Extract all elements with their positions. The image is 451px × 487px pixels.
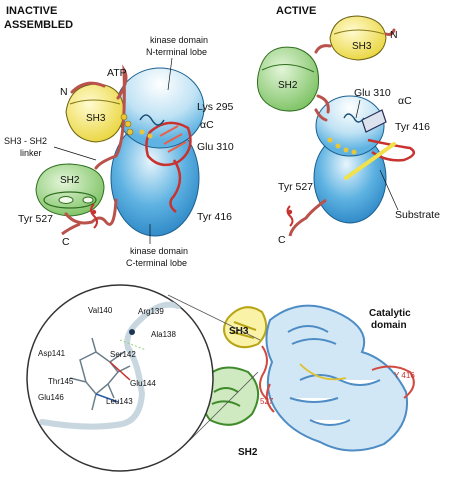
inactive-activation-loop [169, 159, 182, 213]
inactive-sh2-label: SH2 [60, 175, 80, 186]
inactive-tyr527-label: Tyr 527 [18, 213, 53, 225]
crystal-structure: SH3 SH2 Catalytic domain Y 416 527 Val14… [26, 284, 415, 472]
linker-label-2: linker [20, 148, 42, 158]
linker-label-1: SH3 - SH2 [4, 136, 47, 146]
active-alpha-c-helix [327, 109, 387, 155]
lys295-label: Lys 295 [197, 101, 234, 113]
inactive-sh3-label: SH3 [86, 113, 106, 124]
sh2-ribbon [200, 366, 259, 426]
structure-catalytic-label-2: domain [371, 320, 407, 331]
structure-y416-label: Y 416 [394, 371, 415, 380]
linker-backbone-ribbon [39, 301, 181, 430]
inactive-n-term: N [60, 86, 68, 98]
inactive-glu310-label: Glu 310 [197, 141, 234, 153]
structure-sh3-label: SH3 [229, 326, 249, 337]
active-linker-chain [314, 28, 396, 122]
inactive-c-term: C [62, 236, 70, 248]
res-ala138: Ala138 [151, 330, 176, 339]
res-asp141: Asp141 [38, 349, 66, 358]
n-lobe-leader [167, 57, 173, 91]
assembled-title: ASSEMBLED [4, 19, 73, 31]
active-c-tail [288, 198, 327, 237]
active-sh3-label: SH3 [352, 41, 372, 52]
res-ser142: Ser142 [110, 350, 136, 359]
res-glu146: Glu146 [38, 393, 64, 402]
structure-527-label: 527 [260, 397, 274, 406]
substrate-label: Substrate [395, 209, 440, 221]
active-panel: ACTIVE SH3 SH2 [256, 5, 440, 246]
atp-label: ATP [107, 67, 127, 79]
active-tyr527-marker [286, 205, 294, 227]
inactive-linker-chain [64, 64, 128, 226]
c-lobe-label-1: kinase domain [130, 246, 188, 256]
res-val140: Val140 [88, 306, 113, 315]
n-lobe-label-1: kinase domain [150, 35, 208, 45]
inactive-c-tail [61, 222, 81, 236]
atp-molecule [120, 113, 134, 136]
active-sh2-label: SH2 [278, 80, 298, 91]
substrate-peptide [344, 142, 396, 180]
linker-atoms [69, 337, 131, 411]
inactive-sh2-domain: SH2 [35, 163, 105, 217]
linker-leader [53, 146, 97, 161]
res-arg139: Arg139 [138, 307, 164, 316]
active-c-term: C [278, 234, 286, 246]
active-n-term: N [390, 29, 398, 41]
inactive-panel: INACTIVE ASSEMBLED SH3 SH2 [4, 5, 234, 268]
lens-connector-bottom [189, 371, 259, 441]
inactive-tyr527-marker [90, 203, 98, 229]
c-lobe-label-2: C-terminal lobe [126, 258, 187, 268]
res-glu144: Glu144 [130, 379, 156, 388]
active-tyr527-label: Tyr 527 [278, 181, 313, 193]
inactive-kinase-domain [110, 67, 205, 237]
active-glu310-label: Glu 310 [354, 87, 391, 99]
inactive-title: INACTIVE [6, 5, 57, 17]
structure-red-loops [259, 345, 415, 413]
active-sh2-domain: SH2 [256, 46, 320, 112]
n-lobe-label-2: N-terminal lobe [146, 47, 207, 57]
inactive-alpha-c-label: αC [200, 119, 214, 131]
structure-yellow-loop [299, 363, 347, 381]
res-leu143: Leu143 [106, 397, 133, 406]
inactive-alpha-c-helix [139, 114, 192, 167]
active-alpha-c-label: αC [398, 95, 412, 107]
glu310-leader [355, 99, 361, 119]
active-tyr416-label: Tyr 416 [395, 121, 430, 133]
structure-sh2-label: SH2 [238, 447, 258, 458]
sh3-ribbon [223, 306, 268, 349]
active-title: ACTIVE [276, 5, 316, 17]
active-sh3-domain: SH3 [329, 15, 387, 61]
inactive-sh3-domain: SH3 [65, 83, 125, 143]
substrate-leader [379, 169, 399, 211]
res-thr145: Thr145 [48, 377, 74, 386]
kinase-ribbon [265, 304, 408, 452]
lens-connector-top [167, 294, 261, 341]
active-kinase-domain [313, 95, 387, 224]
linker-magnifier: Val140 Arg139 Ala138 Asp141 Ser142 Thr14… [26, 284, 214, 472]
inactive-tyr416-label: Tyr 416 [197, 211, 232, 223]
structure-catalytic-label-1: Catalytic [369, 308, 411, 319]
